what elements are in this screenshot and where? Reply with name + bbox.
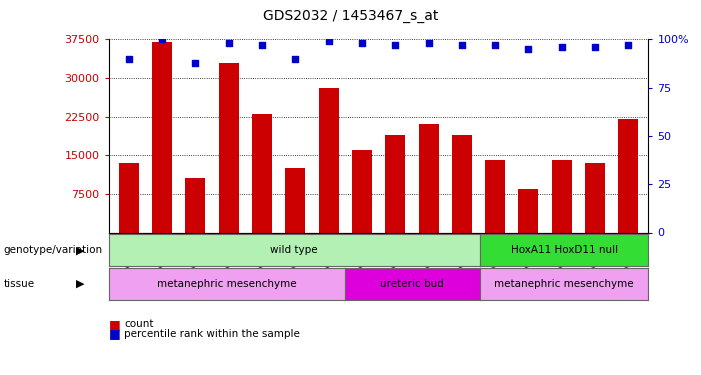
- Bar: [185, 178, 205, 232]
- Bar: [152, 42, 172, 232]
- Text: wild type: wild type: [271, 245, 318, 255]
- Point: [123, 56, 135, 62]
- Point: [423, 40, 434, 46]
- Text: ▶: ▶: [76, 245, 84, 255]
- Text: count: count: [124, 320, 154, 329]
- Bar: [285, 168, 305, 232]
- Point: [356, 40, 367, 46]
- Point: [257, 42, 268, 48]
- Text: metanephric mesenchyme: metanephric mesenchyme: [494, 279, 634, 289]
- Bar: [252, 114, 272, 232]
- Bar: [585, 163, 605, 232]
- Point: [456, 42, 468, 48]
- Text: HoxA11 HoxD11 null: HoxA11 HoxD11 null: [510, 245, 618, 255]
- Bar: [452, 135, 472, 232]
- Point: [290, 56, 301, 62]
- Point: [622, 42, 634, 48]
- Point: [590, 44, 601, 50]
- Bar: [519, 189, 538, 232]
- Bar: [618, 119, 639, 232]
- Text: ■: ■: [109, 327, 121, 340]
- Text: percentile rank within the sample: percentile rank within the sample: [124, 329, 300, 339]
- Point: [390, 42, 401, 48]
- Bar: [118, 163, 139, 232]
- Text: ■: ■: [109, 318, 121, 331]
- Point: [489, 42, 501, 48]
- Text: genotype/variation: genotype/variation: [4, 245, 102, 255]
- Point: [223, 40, 234, 46]
- Point: [523, 46, 534, 52]
- Bar: [386, 135, 405, 232]
- Point: [190, 60, 201, 66]
- Text: metanephric mesenchyme: metanephric mesenchyme: [157, 279, 297, 289]
- Point: [323, 38, 334, 44]
- Bar: [485, 160, 505, 232]
- Text: ureteric bud: ureteric bud: [381, 279, 444, 289]
- Point: [556, 44, 567, 50]
- Bar: [318, 88, 339, 232]
- Point: [156, 36, 168, 42]
- Bar: [219, 63, 238, 232]
- Text: GDS2032 / 1453467_s_at: GDS2032 / 1453467_s_at: [263, 9, 438, 23]
- Bar: [418, 124, 439, 232]
- Text: tissue: tissue: [4, 279, 34, 289]
- Bar: [352, 150, 372, 232]
- Text: ▶: ▶: [76, 279, 84, 289]
- Bar: [552, 160, 572, 232]
